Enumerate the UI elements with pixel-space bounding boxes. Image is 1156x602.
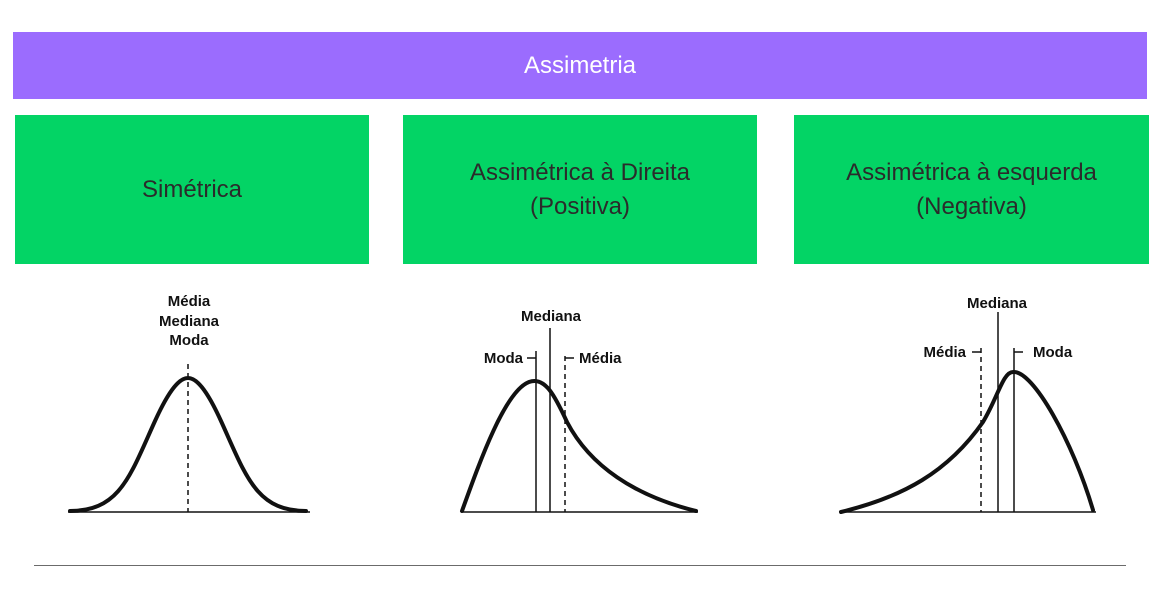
symmetric-curve <box>68 375 308 513</box>
banner-title: Assimetria <box>523 51 637 79</box>
card-positive-skew: Assimétrica à Direita (Positiva) <box>403 115 757 264</box>
label-media: Média <box>168 293 211 310</box>
card-negative-subtitle: (Negativa) <box>916 192 1027 220</box>
negative-skew-svg: Mediana Média Moda <box>839 295 1096 514</box>
card-symmetric: Simétrica <box>15 115 369 264</box>
label-mediana: Mediana <box>159 313 220 330</box>
label-mediana: Mediana <box>521 308 582 325</box>
label-moda: Moda <box>1033 344 1073 361</box>
card-positive-title: Assimétrica à Direita <box>469 158 691 186</box>
negative-skew-curve <box>839 370 1095 514</box>
positive-skew-svg: Mediana Moda Média <box>460 308 698 513</box>
symmetric-distribution-svg: Média Mediana Moda <box>68 293 310 513</box>
card-negative-title: Assimétrica à esquerda <box>846 158 1097 186</box>
positive-skew-diagram: Mediana Moda Média <box>455 296 710 524</box>
label-mediana: Mediana <box>967 295 1028 312</box>
positive-skew-curve <box>460 378 698 513</box>
symmetric-distribution-diagram: Média Mediana Moda <box>60 286 320 524</box>
label-media: Média <box>579 350 622 367</box>
card-negative-skew: Assimétrica à esquerda (Negativa) <box>794 115 1149 264</box>
label-moda: Moda <box>484 350 524 367</box>
negative-skew-diagram: Mediana Média Moda <box>833 282 1101 524</box>
label-moda: Moda <box>169 332 209 349</box>
bottom-divider <box>34 565 1126 566</box>
card-symmetric-label: Simétrica <box>141 175 243 203</box>
label-media: Média <box>923 344 966 361</box>
title-banner: Assimetria <box>13 32 1147 99</box>
card-positive-subtitle: (Positiva) <box>529 192 631 220</box>
